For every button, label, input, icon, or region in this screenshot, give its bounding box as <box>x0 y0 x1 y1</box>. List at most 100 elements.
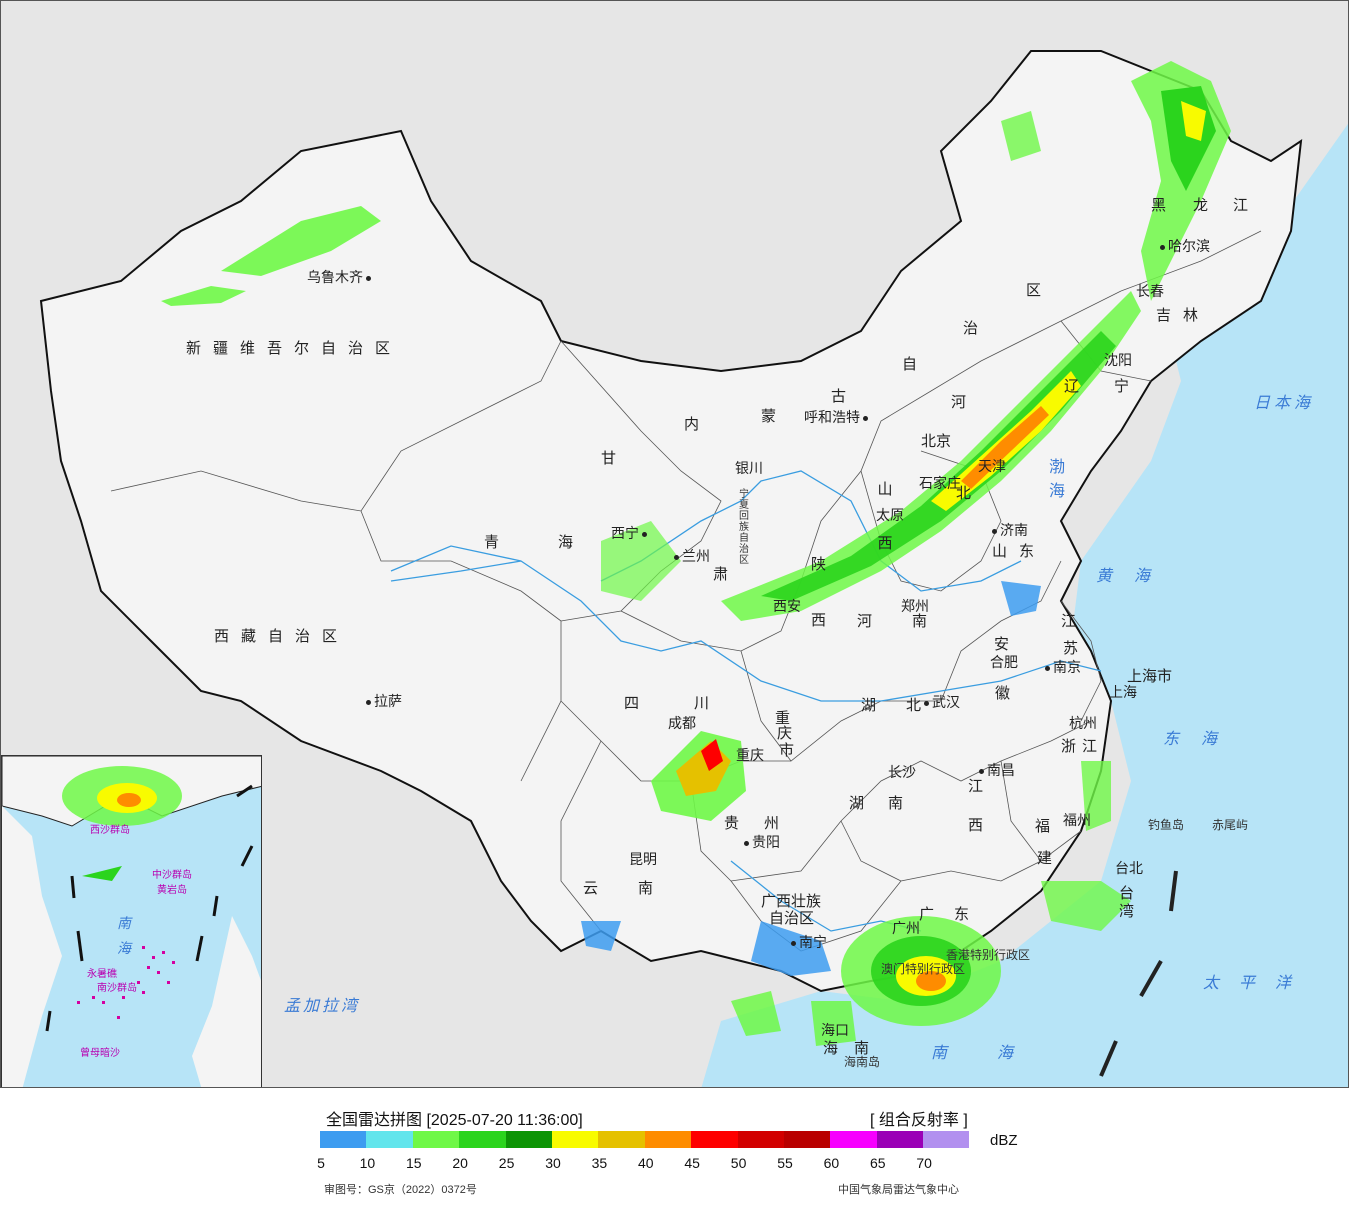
region-jiangxi-2: 西 <box>968 817 984 834</box>
city-shenyang: 沈阳 <box>1104 352 1132 368</box>
legend-unit: dBZ <box>990 1132 1018 1149</box>
city-lhasa: 拉萨 <box>363 694 402 708</box>
color-swatch-8 <box>691 1131 738 1148</box>
city-xian: 西安 <box>773 598 801 614</box>
inset-label-hai: 海 <box>117 940 145 956</box>
tick-label: 25 <box>498 1155 515 1171</box>
color-swatch-10 <box>783 1131 831 1148</box>
inset-canvas <box>2 756 261 1087</box>
tick-label: 45 <box>684 1155 700 1171</box>
radar-echoes <box>161 61 1231 1046</box>
city-nanjing: 南京 <box>1042 660 1081 674</box>
inset-label-yongshu: 永暑礁 <box>87 969 117 980</box>
city-changsha: 长沙 <box>888 764 916 780</box>
city-hohhot: 呼和浩特 <box>804 410 871 424</box>
data-source: 中国气象局雷达气象中心 <box>838 1184 959 1196</box>
boundary-dashes <box>1099 870 1178 1077</box>
tick-label: 20 <box>452 1155 468 1171</box>
city-nanchang: 南昌 <box>976 763 1015 777</box>
region-heilongjiang-2: 龙 <box>1193 197 1209 214</box>
region-chongqing-1: 重 <box>775 710 791 727</box>
tick-label: 15 <box>406 1155 422 1171</box>
legend-title: 全国雷达拼图 [2025-07-20 11:36:00] <box>326 1112 583 1129</box>
region-hubei: 湖北 <box>861 697 952 714</box>
city-chongqing: 重庆 <box>736 747 764 763</box>
city-jinan: 济南 <box>989 523 1028 537</box>
inset-east-land <box>192 916 261 1087</box>
region-shaanxi-2: 西 <box>811 612 827 629</box>
city-zhengzhou: 郑州 <box>901 598 929 614</box>
region-hunan: 湖南 <box>849 795 928 812</box>
region-jiangxi-1: 江 <box>968 778 984 795</box>
sea-pacific: 太平洋 <box>1203 975 1312 992</box>
region-hebei-2: 北 <box>956 485 972 502</box>
city-shanghai: 上海 <box>1109 684 1137 700</box>
approval-number: 审图号：GS京（2022）0372号 <box>324 1184 477 1196</box>
tick-label: 50 <box>730 1155 747 1171</box>
city-urumqi: 乌鲁木齐 <box>307 270 374 284</box>
region-fujian-2: 建 <box>1037 850 1053 867</box>
tick-label: 30 <box>545 1155 561 1171</box>
map-canvas <box>39 50 1348 1087</box>
region-xizang: 西藏自治区 <box>214 628 350 645</box>
color-swatch-1 <box>366 1131 413 1148</box>
region-guizhou-1: 贵 <box>724 815 740 832</box>
tick-label: 35 <box>591 1155 608 1171</box>
region-neimenggu-1: 内 <box>684 416 700 433</box>
city-xining: 西宁 <box>611 526 650 540</box>
island-chiwei: 赤尾屿 <box>1212 818 1249 832</box>
city-changchun: 长春 <box>1136 283 1164 299</box>
china-land <box>39 50 1303 993</box>
region-shanghai: 上海市 <box>1127 668 1173 685</box>
region-shanxi: 山西 <box>877 481 893 552</box>
city-guiyang: 贵阳 <box>741 835 780 849</box>
city-harbin: 哈尔滨 <box>1157 239 1210 253</box>
region-guangxi-1: 广西壮族 <box>761 893 822 910</box>
region-neimenggu-5: 治 <box>963 320 979 337</box>
inset-label-nan: 南 <box>117 915 145 931</box>
region-sichuan: 四川 <box>624 695 765 712</box>
region-henan: 河南 <box>857 613 968 630</box>
inset-west-land <box>2 806 62 1087</box>
region-shaanxi-1: 陕 <box>811 556 827 573</box>
region-macau: 澳门特别行政区 <box>881 962 966 976</box>
city-wuhan: 武汉 <box>921 695 960 709</box>
tick-label: 60 <box>823 1155 840 1171</box>
city-beijing: 北京 <box>921 433 952 450</box>
sea-bengal: 孟加拉湾 <box>284 998 361 1015</box>
tick-label: 5 <box>317 1155 325 1171</box>
tick-label: 65 <box>870 1155 886 1171</box>
city-nanning: 南宁 <box>788 935 827 949</box>
region-anhui-1: 安 <box>994 636 1010 653</box>
city-hefei: 合肥 <box>990 654 1018 670</box>
tick-label: 10 <box>359 1155 376 1171</box>
inset-label-zengmu: 曾母暗沙 <box>80 1048 120 1059</box>
city-chengdu: 成都 <box>668 715 696 731</box>
island-hainan: 海南岛 <box>844 1055 881 1069</box>
sea-bohai: 渤海 <box>1048 459 1065 500</box>
city-shijiazhuang: 石家庄 <box>919 475 961 491</box>
region-guangxi-2: 自治区 <box>769 910 815 927</box>
region-neimenggu-2: 蒙 <box>761 408 777 425</box>
sea-yellow: 黄海 <box>1096 568 1173 585</box>
color-swatch-0 <box>320 1131 367 1148</box>
region-guangdong: 广东 <box>919 906 990 923</box>
region-zhejiang: 浙江 <box>1061 738 1104 755</box>
legend-product: [ 组合反射率 ] <box>870 1112 968 1129</box>
color-swatch-4 <box>505 1131 552 1148</box>
color-swatch-6 <box>598 1131 645 1148</box>
color-swatch-3 <box>459 1131 506 1148</box>
region-heilongjiang-3: 江 <box>1233 197 1249 214</box>
city-hangzhou: 杭州 <box>1069 715 1097 731</box>
region-jiangsu-1: 江 <box>1061 613 1077 630</box>
color-swatch-13 <box>923 1131 970 1148</box>
region-gansu-2: 肃 <box>713 566 729 583</box>
region-gansu-1: 甘 <box>601 450 617 467</box>
region-anhui-2: 徽 <box>995 685 1011 702</box>
region-neimenggu-6: 区 <box>1026 282 1042 299</box>
sea-area <box>701 261 1348 1087</box>
sea-japan: 日本海 <box>1254 395 1315 412</box>
region-neimenggu-4: 自 <box>902 356 918 373</box>
region-hainan: 海南 <box>823 1040 886 1057</box>
color-swatch-2 <box>412 1131 460 1148</box>
